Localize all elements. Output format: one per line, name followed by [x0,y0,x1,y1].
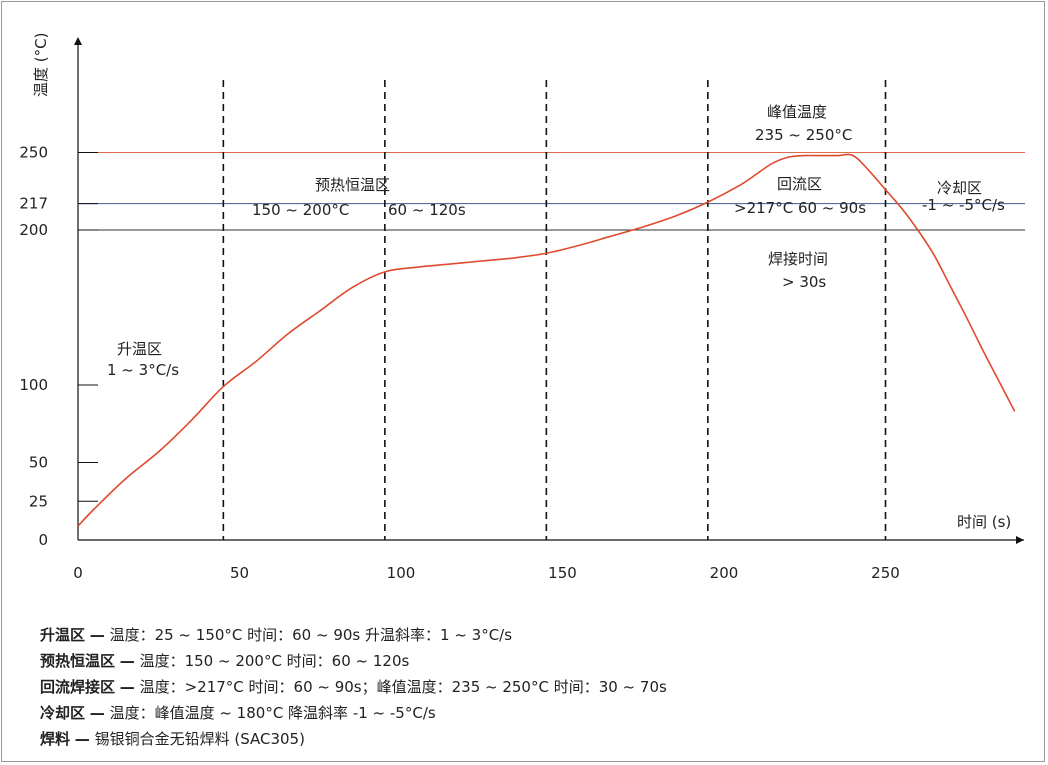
soak-zone-time: 60 ~ 120s [388,201,466,219]
note-dash: — [89,704,105,722]
note-dash: — [89,626,105,644]
note-dash: — [119,652,135,670]
note-dash: — [119,678,135,696]
axes [74,37,1024,544]
note-text: 温度：150 ~ 200°C 时间：60 ~ 120s [139,652,410,670]
y-tick-label: 50 [29,454,48,472]
soak-zone-title: 预热恒温区 [315,176,390,194]
reflow-zone-detail: >217°C 60 ~ 90s [734,199,866,217]
cool-zone-title: 冷却区 [937,179,982,197]
note-row: 升温区 — 温度：25 ~ 150°C 时间：60 ~ 90s 升温斜率：1 ~… [40,622,667,648]
reflow-zone-title: 回流区 [777,175,822,193]
ramp-zone-rate: 1 ~ 3°C/s [107,361,179,379]
cool-zone-rate: -1 ~ -5°C/s [922,196,1005,214]
note-text: 锡银铜合金无铅焊料 (SAC305) [94,730,305,748]
x-tick-label: 250 [871,564,900,582]
y-tick-label: 0 [38,531,48,549]
x-tick-label: 50 [230,564,249,582]
temperature-profile-line [77,153,1016,527]
note-label: 升温区 [40,626,86,644]
note-row: 回流焊接区 — 温度：>217°C 时间：60 ~ 90s；峰值温度：235 ~… [40,674,667,700]
note-label: 焊料 [40,730,71,748]
y-tick-label: 200 [19,221,48,239]
note-text: 温度：峰值温度 ~ 180°C 降温斜率 -1 ~ -5°C/s [109,704,436,722]
x-tick-label: 0 [73,564,83,582]
note-label: 回流焊接区 [40,678,116,696]
ramp-zone-title: 升温区 [117,340,162,358]
x-tick-label: 100 [387,564,416,582]
note-row: 焊料 — 锡银铜合金无铅焊料 (SAC305) [40,726,667,752]
tal-title: 焊接时间 [768,250,828,268]
reference-lines [78,152,1025,231]
y-tick-label: 100 [19,376,48,394]
ticks: 0 50 100 150 200 250 0 25 50 100 200 217 250 [19,144,899,583]
series-layer [77,153,1016,527]
note-text: 温度：>217°C 时间：60 ~ 90s；峰值温度：235 ~ 250°C 时… [139,678,667,696]
peak-title: 峰值温度 [767,103,827,121]
x-axis-arrow [1016,536,1024,544]
note-label: 预热恒温区 [40,652,116,670]
legend-notes: 升温区 — 温度：25 ~ 150°C 时间：60 ~ 90s 升温斜率：1 ~… [40,622,667,752]
y-axis-arrow [74,37,82,45]
soak-zone-temp: 150 ~ 200°C [252,201,349,219]
x-tick-label: 150 [548,564,577,582]
note-row: 预热恒温区 — 温度：150 ~ 200°C 时间：60 ~ 120s [40,648,667,674]
peak-range: 235 ~ 250°C [755,126,852,144]
note-text: 温度：25 ~ 150°C 时间：60 ~ 90s 升温斜率：1 ~ 3°C/s [109,626,513,644]
y-axis-label: 温度 (°C) [32,33,50,97]
x-tick-label: 200 [710,564,739,582]
tal-value: > 30s [782,273,826,291]
note-dash: — [74,730,90,748]
note-row: 冷却区 — 温度：峰值温度 ~ 180°C 降温斜率 -1 ~ -5°C/s [40,700,667,726]
y-tick-label: 250 [19,144,48,162]
y-tick-label: 217 [19,195,48,213]
y-tick-label: 25 [29,492,48,510]
zone-boundaries [222,80,887,540]
note-label: 冷却区 [40,704,86,722]
x-axis-label: 时间 (s) [957,513,1011,531]
